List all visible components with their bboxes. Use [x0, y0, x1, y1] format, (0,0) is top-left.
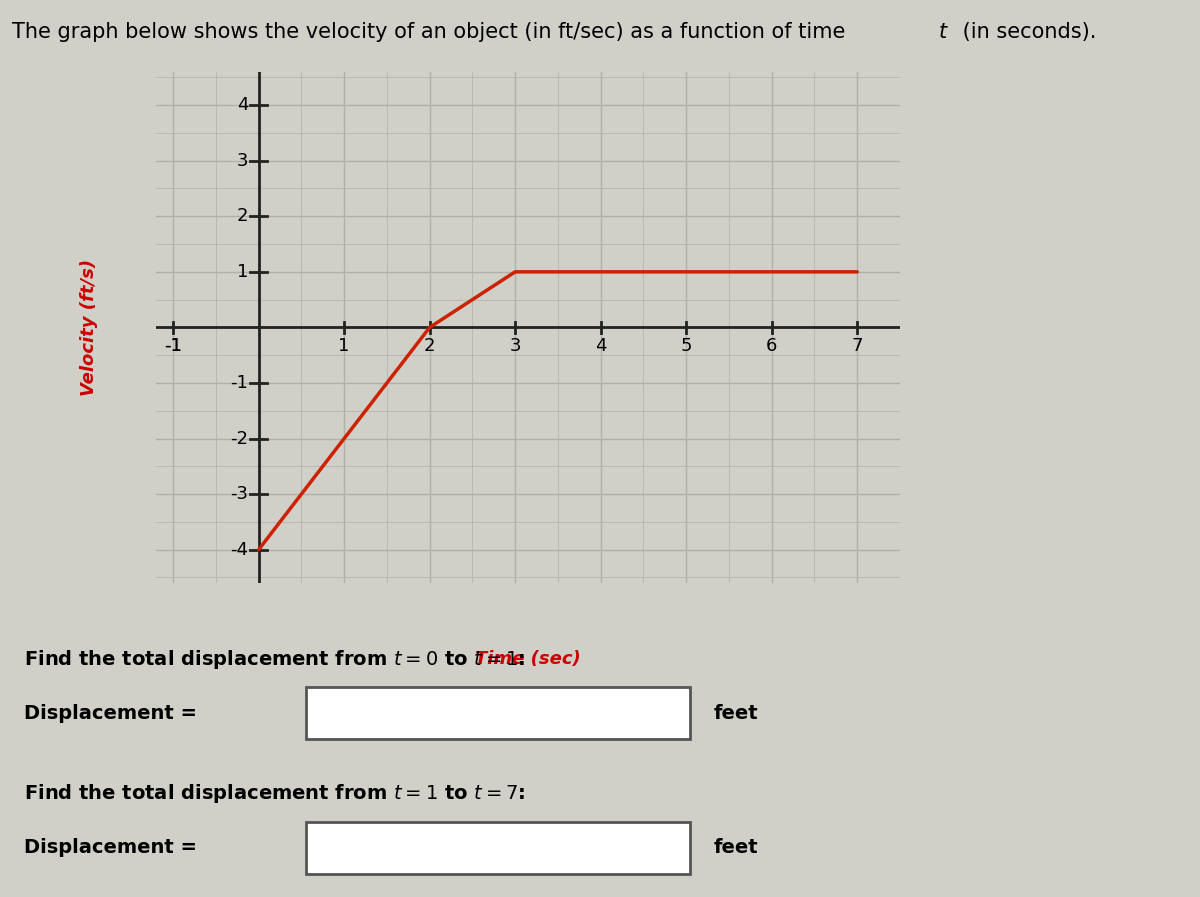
- Text: -4: -4: [230, 541, 248, 559]
- Text: -1: -1: [164, 337, 182, 355]
- Text: 1: 1: [236, 263, 248, 281]
- Text: Displacement =: Displacement =: [24, 703, 197, 723]
- Text: feet: feet: [714, 703, 758, 723]
- Text: -2: -2: [230, 430, 248, 448]
- Text: Find the total displacement from $t = 1$ to $t = 7$:: Find the total displacement from $t = 1$…: [24, 782, 526, 806]
- Text: Velocity (ft/s): Velocity (ft/s): [80, 259, 98, 396]
- Text: Time (sec): Time (sec): [475, 649, 581, 667]
- Text: 5: 5: [680, 337, 692, 355]
- Text: Displacement =: Displacement =: [24, 838, 197, 858]
- Text: 4: 4: [236, 96, 248, 114]
- Text: feet: feet: [714, 838, 758, 858]
- Text: 3: 3: [236, 152, 248, 170]
- Text: $t$: $t$: [938, 22, 949, 42]
- Text: 6: 6: [766, 337, 778, 355]
- Text: -1: -1: [164, 337, 182, 355]
- Text: 2: 2: [424, 337, 436, 355]
- Text: (in seconds).: (in seconds).: [956, 22, 1097, 42]
- Text: 2: 2: [236, 207, 248, 225]
- Text: 3: 3: [510, 337, 521, 355]
- Text: -3: -3: [230, 485, 248, 503]
- Text: Find the total displacement from $t = 0$ to $t = 1$:: Find the total displacement from $t = 0$…: [24, 648, 526, 671]
- Text: 7: 7: [852, 337, 863, 355]
- Text: -1: -1: [230, 374, 248, 392]
- Text: 4: 4: [595, 337, 606, 355]
- Text: The graph below shows the velocity of an object (in ft/sec) as a function of tim: The graph below shows the velocity of an…: [12, 22, 852, 42]
- Text: 1: 1: [338, 337, 350, 355]
